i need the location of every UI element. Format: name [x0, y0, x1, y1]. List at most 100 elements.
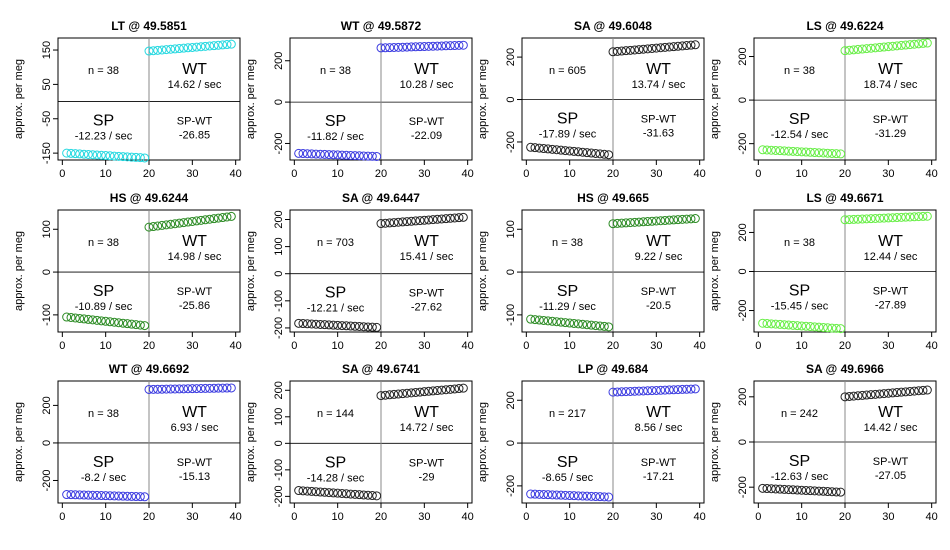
sp-point — [337, 150, 347, 160]
sp-point — [298, 486, 308, 496]
y-tick-label: 0 — [505, 96, 517, 102]
sp-point — [586, 148, 596, 158]
y-tick-label: 0 — [737, 97, 749, 103]
wt-point — [918, 38, 928, 48]
wt-point — [612, 218, 622, 228]
y-tick-label: 0 — [273, 440, 285, 446]
wt-point — [200, 383, 210, 393]
wt-point — [630, 45, 640, 55]
sp-point — [766, 319, 776, 329]
x-tick-label: 0 — [523, 168, 529, 180]
wt-point — [458, 40, 468, 50]
sp-point — [140, 153, 150, 163]
sp-rate: -12.21 / sec — [307, 303, 365, 315]
wt-point — [866, 214, 876, 224]
wt-point — [608, 47, 618, 57]
sp-point — [70, 149, 80, 159]
wt-label: WT — [414, 61, 439, 78]
chart-title: SA @ 49.6447 — [342, 191, 420, 205]
wt-point — [866, 390, 876, 400]
wt-point — [428, 41, 438, 51]
sp-point — [534, 315, 544, 325]
x-tick-label: 20 — [143, 340, 155, 352]
chart-panel: LS @ 49.6224 0 10 20 30 40 -200 0 200 approx. per… — [709, 19, 938, 180]
sp-point — [346, 489, 356, 499]
chart-title: SA @ 49.6741 — [342, 362, 420, 376]
wt-point — [656, 385, 666, 395]
wt-point — [879, 213, 889, 223]
sp-point — [118, 491, 128, 501]
diff-value: -31.63 — [643, 128, 674, 140]
sp-point — [118, 152, 128, 162]
y-tick-label: -50 — [41, 111, 53, 127]
sp-point — [66, 490, 76, 500]
sp-point — [762, 484, 772, 494]
wt-point — [651, 385, 661, 395]
sp-point — [324, 150, 334, 160]
sp-point — [350, 321, 360, 331]
x-tick-label: 0 — [291, 168, 297, 180]
wt-point — [419, 42, 429, 52]
wt-point — [398, 217, 408, 227]
sp-point — [552, 317, 562, 327]
wt-point — [664, 42, 674, 52]
wt-point — [682, 214, 692, 224]
sp-point — [92, 315, 102, 325]
wt-label: WT — [878, 404, 903, 421]
sp-label: SP — [325, 454, 346, 471]
wt-point — [437, 385, 447, 395]
sp-point — [599, 492, 609, 502]
sp-point — [122, 152, 132, 162]
sp-rate: -15.45 / sec — [771, 300, 829, 312]
sp-point — [92, 490, 102, 500]
wt-point — [187, 216, 197, 226]
wt-point — [888, 41, 898, 51]
sp-point — [547, 316, 557, 326]
sp-point — [552, 145, 562, 155]
diff-value: -25.86 — [179, 300, 210, 312]
sp-point — [556, 317, 566, 327]
wt-point — [415, 387, 425, 397]
sp-point — [779, 146, 789, 156]
sp-point — [831, 487, 841, 497]
sp-rate: -8.65 / sec — [542, 472, 594, 484]
sp-label: SP — [325, 285, 346, 302]
sp-point — [66, 148, 76, 158]
wt-point — [376, 43, 386, 53]
sp-point — [543, 490, 553, 500]
sp-point — [337, 488, 347, 498]
sp-point — [140, 321, 150, 331]
wt-point — [901, 387, 911, 397]
x-tick-label: 40 — [926, 511, 938, 523]
x-tick-label: 20 — [143, 168, 155, 180]
sp-point — [814, 322, 824, 332]
wt-point — [682, 384, 692, 394]
sp-point — [341, 489, 351, 499]
sp-point — [122, 491, 132, 501]
y-tick-label: -100 — [273, 459, 285, 481]
chart-panel: SA @ 49.6966 0 10 20 30 40 -200 0 200 approx. per… — [709, 362, 938, 523]
sp-point — [797, 147, 807, 157]
diff-value: -27.05 — [875, 470, 906, 482]
sp-point — [127, 319, 137, 329]
sp-point — [135, 320, 145, 330]
wt-point — [153, 45, 163, 55]
sp-point — [595, 149, 605, 159]
y-tick-label: -200 — [273, 485, 285, 507]
x-tick-label: 10 — [564, 511, 576, 523]
sample-count: n = 144 — [317, 408, 354, 420]
wt-point — [385, 218, 395, 228]
wt-point — [380, 43, 390, 53]
wt-point — [179, 384, 189, 394]
wt-point — [651, 216, 661, 226]
y-tick-label: 0 — [737, 268, 749, 274]
sp-label: SP — [789, 111, 810, 128]
wt-point — [862, 390, 872, 400]
wt-point — [419, 215, 429, 225]
wt-point — [896, 40, 906, 50]
diff-label: SP-WT — [641, 457, 677, 469]
y-tick-label: -100 — [41, 304, 53, 326]
wt-point — [157, 45, 167, 55]
sp-point — [775, 146, 785, 156]
sp-rate: -11.82 / sec — [307, 131, 364, 143]
